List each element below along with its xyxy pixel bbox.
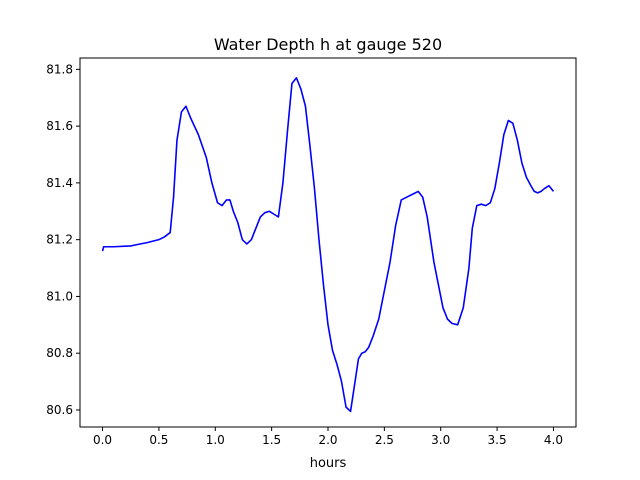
x-tick-label: 1.0 <box>206 433 225 447</box>
chart-title: Water Depth h at gauge 520 <box>214 35 442 54</box>
x-tick-label: 0.5 <box>149 433 168 447</box>
x-axis: 0.0 0.5 1.0 1.5 2.0 2.5 3.0 3.5 4.0 <box>93 427 563 447</box>
x-tick-label: 3.5 <box>488 433 507 447</box>
y-tick-label: 81.8 <box>46 62 73 76</box>
y-tick-label: 80.8 <box>46 346 73 360</box>
series-line-0 <box>101 77 555 413</box>
y-tick-label: 81.0 <box>46 289 73 303</box>
x-axis-label: hours <box>310 456 347 471</box>
x-tick-label: 1.5 <box>262 433 281 447</box>
x-tick-label: 4.0 <box>544 433 563 447</box>
y-tick-label: 81.6 <box>46 119 73 133</box>
x-tick-label: 0.0 <box>93 433 112 447</box>
x-tick-label: 3.0 <box>431 433 450 447</box>
x-tick-label: 2.0 <box>318 433 337 447</box>
y-axis: 80.6 80.8 81.0 81.2 81.4 81.6 81.8 <box>46 62 80 417</box>
y-tick-label: 81.2 <box>46 233 73 247</box>
y-tick-label: 81.4 <box>46 176 73 190</box>
y-tick-label: 80.6 <box>46 403 73 417</box>
x-tick-label: 2.5 <box>375 433 394 447</box>
